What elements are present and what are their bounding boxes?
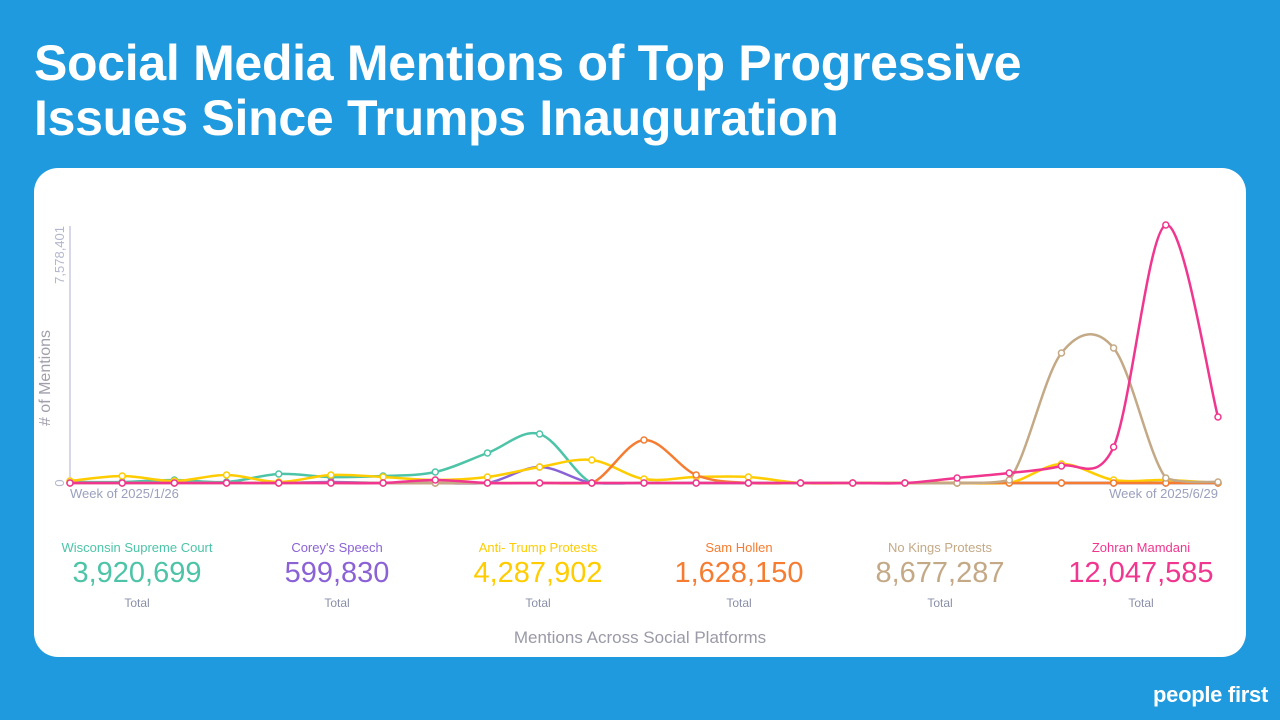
- series-total-1: Corey's Speech 599,830 Total: [237, 540, 437, 610]
- title-line-2: Issues Since Trumps Inauguration: [34, 90, 839, 146]
- data-point[interactable]: [1214, 478, 1222, 486]
- data-point[interactable]: [744, 473, 753, 481]
- title-line-1: Social Media Mentions of Top Progressive: [34, 35, 1022, 91]
- series-name: Corey's Speech: [291, 540, 383, 555]
- series-line-4: [70, 333, 1219, 485]
- series-total-value: 12,047,585: [1068, 557, 1214, 589]
- series-total-value: 1,628,150: [674, 557, 804, 589]
- data-point[interactable]: [901, 479, 909, 487]
- data-point[interactable]: [483, 479, 492, 487]
- series-total-4: No Kings Protests 8,677,287 Total: [840, 540, 1040, 610]
- data-point[interactable]: [431, 476, 440, 484]
- data-point[interactable]: [640, 436, 648, 444]
- data-point[interactable]: [535, 463, 544, 471]
- chart-title: Mentions Across Social Platforms: [513, 628, 767, 647]
- series-total-value: 4,287,902: [473, 557, 603, 589]
- series-total-2: Anti- Trump Protests 4,287,902 Total: [438, 540, 638, 610]
- data-point[interactable]: [640, 479, 648, 487]
- line-chart: 7,578,401 0 # of Mentions Week of 2025/1…: [37, 221, 1222, 501]
- data-point[interactable]: [535, 479, 544, 487]
- data-point[interactable]: [222, 471, 231, 479]
- data-point[interactable]: [796, 479, 805, 487]
- x-end-label: Week of 2025/6/29: [1109, 486, 1218, 501]
- data-point[interactable]: [379, 479, 387, 487]
- data-point[interactable]: [1005, 476, 1014, 484]
- total-label: Total: [1128, 596, 1154, 610]
- data-point[interactable]: [1109, 443, 1118, 451]
- data-point[interactable]: [1162, 474, 1170, 482]
- data-point[interactable]: [118, 479, 126, 487]
- total-label: Total: [124, 596, 150, 610]
- series-total-value: 8,677,287: [875, 557, 1005, 589]
- data-point[interactable]: [118, 472, 126, 480]
- series-total-0: Wisconsin Supreme Court 3,920,699 Total: [37, 540, 237, 610]
- data-point[interactable]: [327, 479, 335, 487]
- data-point[interactable]: [692, 479, 700, 487]
- data-point[interactable]: [274, 479, 283, 487]
- series-total-value: 3,920,699: [72, 557, 202, 589]
- data-point[interactable]: [327, 471, 335, 479]
- series-line-5: [70, 223, 1220, 485]
- series-name: Sam Hollen: [705, 540, 773, 555]
- data-point[interactable]: [1057, 349, 1066, 357]
- total-label: Total: [324, 596, 350, 610]
- data-point[interactable]: [483, 473, 492, 481]
- data-point[interactable]: [588, 479, 596, 487]
- y-axis-label: # of Mentions: [37, 330, 54, 426]
- series-name: No Kings Protests: [887, 540, 993, 555]
- data-point[interactable]: [1005, 469, 1014, 477]
- y-tick-zero: 0: [52, 479, 67, 486]
- series-name: Wisconsin Supreme Court: [61, 540, 213, 555]
- data-point[interactable]: [483, 449, 492, 457]
- data-point[interactable]: [66, 479, 74, 487]
- data-point[interactable]: [953, 474, 961, 482]
- data-point[interactable]: [1162, 221, 1170, 229]
- page-title: Social Media Mentions of Top Progressive…: [34, 35, 1022, 146]
- x-start-label: Week of 2025/1/26: [70, 486, 179, 501]
- data-point[interactable]: [1214, 413, 1222, 421]
- total-label: Total: [525, 596, 551, 610]
- data-point[interactable]: [588, 456, 596, 464]
- data-point[interactable]: [274, 470, 283, 478]
- data-point[interactable]: [1057, 462, 1066, 470]
- data-point[interactable]: [222, 479, 231, 487]
- series-name: Anti- Trump Protests: [478, 540, 598, 555]
- data-point[interactable]: [431, 468, 440, 476]
- data-point[interactable]: [1057, 479, 1066, 487]
- data-point[interactable]: [379, 473, 387, 481]
- series-total-value: 599,830: [284, 557, 390, 589]
- data-point[interactable]: [744, 479, 753, 487]
- data-point[interactable]: [1109, 344, 1118, 352]
- series-total-5: Zohran Mamdani 12,047,585 Total: [1041, 540, 1241, 610]
- people-first-logo: people first: [1153, 682, 1268, 707]
- chart-card: 7,578,401 0 # of Mentions Week of 2025/1…: [34, 168, 1246, 657]
- data-point[interactable]: [535, 430, 544, 438]
- series-name: Zohran Mamdani: [1091, 540, 1191, 555]
- y-tick-max: 7,578,401: [52, 226, 67, 284]
- data-point[interactable]: [170, 479, 179, 487]
- total-label: Total: [927, 596, 953, 610]
- data-point[interactable]: [848, 479, 857, 487]
- series-total-3: Sam Hollen 1,628,150 Total: [639, 540, 839, 610]
- data-point[interactable]: [1109, 479, 1118, 487]
- total-label: Total: [726, 596, 752, 610]
- data-point[interactable]: [692, 471, 700, 479]
